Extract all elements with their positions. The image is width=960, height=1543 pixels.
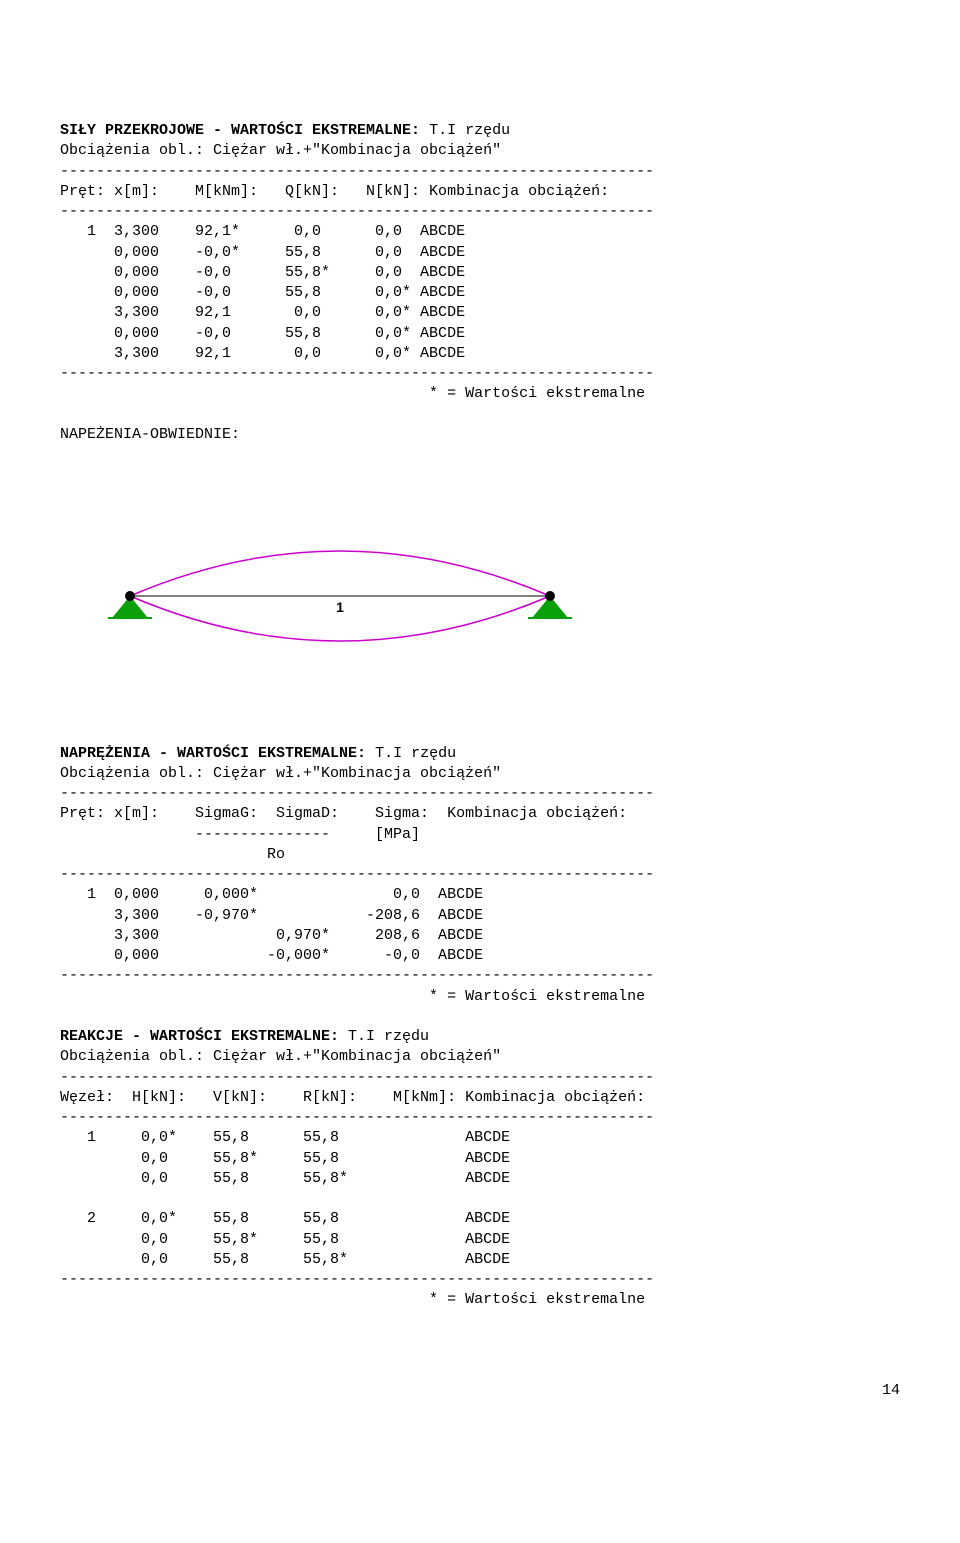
- page-number: 14: [60, 1381, 900, 1401]
- node-right: [545, 591, 555, 601]
- sec1-title-bold: SIŁY PRZEKROJOWE - WARTOŚCI EKSTREMALNE:: [60, 122, 420, 139]
- sec3-subtitle: Obciążenia obl.: Ciężar wł.+"Kombinacja …: [60, 1048, 501, 1065]
- sec3-row: 0,0 55,8 55,8* ABCDE: [60, 1251, 510, 1268]
- nap-ob-title: NAPEŻENIA-OBWIEDNIE:: [60, 426, 240, 443]
- sec3-title-tail: T.I rzędu: [339, 1028, 429, 1045]
- sec3-hdr: Węzeł: H[kN]: V[kN]: R[kN]: M[kNm]: Komb…: [60, 1089, 645, 1106]
- sec3-dash3: ----------------------------------------…: [60, 1271, 654, 1288]
- sec1-subtitle: Obciążenia obl.: Ciężar wł.+"Kombinacja …: [60, 142, 501, 159]
- sec1-row: 3,300 92,1 0,0 0,0* ABCDE: [60, 304, 465, 321]
- sec2-footer: * = Wartości ekstremalne: [60, 988, 645, 1005]
- sec2-subtitle: Obciążenia obl.: Ciężar wł.+"Kombinacja …: [60, 765, 501, 782]
- node-left: [125, 591, 135, 601]
- sec1-title-tail: T.I rzędu: [420, 122, 510, 139]
- sec1-dash1: ----------------------------------------…: [60, 163, 654, 180]
- sec3-row: 0,0 55,8* 55,8 ABCDE: [60, 1231, 510, 1248]
- sec1-row: 0,000 -0,0* 55,8 0,0 ABCDE: [60, 244, 465, 261]
- sec2-row: 3,300 -0,970* -208,6 ABCDE: [60, 907, 483, 924]
- sec3-row: 0,0 55,8* 55,8 ABCDE: [60, 1150, 510, 1167]
- sec2-row: 1 0,000 0,000* 0,0 ABCDE: [60, 886, 483, 903]
- sec2-title-tail: T.I rzędu: [366, 745, 456, 762]
- section-forces: SIŁY PRZEKROJOWE - WARTOŚCI EKSTREMALNE:…: [60, 121, 900, 445]
- sec3-row: 2 0,0* 55,8 55,8 ABCDE: [60, 1210, 510, 1227]
- sec2-row: 3,300 0,970* 208,6 ABCDE: [60, 927, 483, 944]
- sec2-dash3: ----------------------------------------…: [60, 967, 654, 984]
- envelope-top: [130, 551, 550, 596]
- sec2-hdr1: Pręt: x[m]: SigmaG: SigmaD: Sigma: Kombi…: [60, 805, 627, 822]
- sec3-dash2: ----------------------------------------…: [60, 1109, 654, 1126]
- sec1-row: 0,000 -0,0 55,8* 0,0 ABCDE: [60, 264, 465, 281]
- sec1-dash2: ----------------------------------------…: [60, 203, 654, 220]
- sec2-title-bold: NAPRĘŻENIA - WARTOŚCI EKSTREMALNE:: [60, 745, 366, 762]
- sec2-hdr3: Ro: [60, 846, 285, 863]
- sec1-hdr: Pręt: x[m]: M[kNm]: Q[kN]: N[kN]: Kombin…: [60, 183, 609, 200]
- sec2-dash1: ----------------------------------------…: [60, 785, 654, 802]
- sec2-hdr2: --------------- [MPa]: [60, 826, 420, 843]
- sec1-row: 0,000 -0,0 55,8 0,0* ABCDE: [60, 284, 465, 301]
- sec1-dash3: ----------------------------------------…: [60, 365, 654, 382]
- sec3-title-bold: REAKCJE - WARTOŚCI EKSTREMALNE:: [60, 1028, 339, 1045]
- sec1-row: 3,300 92,1 0,0 0,0* ABCDE: [60, 345, 465, 362]
- sec3-row: 1 0,0* 55,8 55,8 ABCDE: [60, 1129, 510, 1146]
- sec2-row: 0,000 -0,000* -0,0 ABCDE: [60, 947, 483, 964]
- sec3-row: 0,0 55,8 55,8* ABCDE: [60, 1170, 510, 1187]
- section-stress: NAPRĘŻENIA - WARTOŚCI EKSTREMALNE: T.I r…: [60, 744, 900, 1311]
- envelope-diagram: 1: [60, 506, 900, 674]
- beam-label: 1: [336, 599, 344, 615]
- sec2-dash2: ----------------------------------------…: [60, 866, 654, 883]
- sec1-row: 1 3,300 92,1* 0,0 0,0 ABCDE: [60, 223, 465, 240]
- sec3-dash1: ----------------------------------------…: [60, 1069, 654, 1086]
- sec1-row: 0,000 -0,0 55,8 0,0* ABCDE: [60, 325, 465, 342]
- sec3-footer: * = Wartości ekstremalne: [60, 1291, 645, 1308]
- sec1-footer: * = Wartości ekstremalne: [60, 385, 645, 402]
